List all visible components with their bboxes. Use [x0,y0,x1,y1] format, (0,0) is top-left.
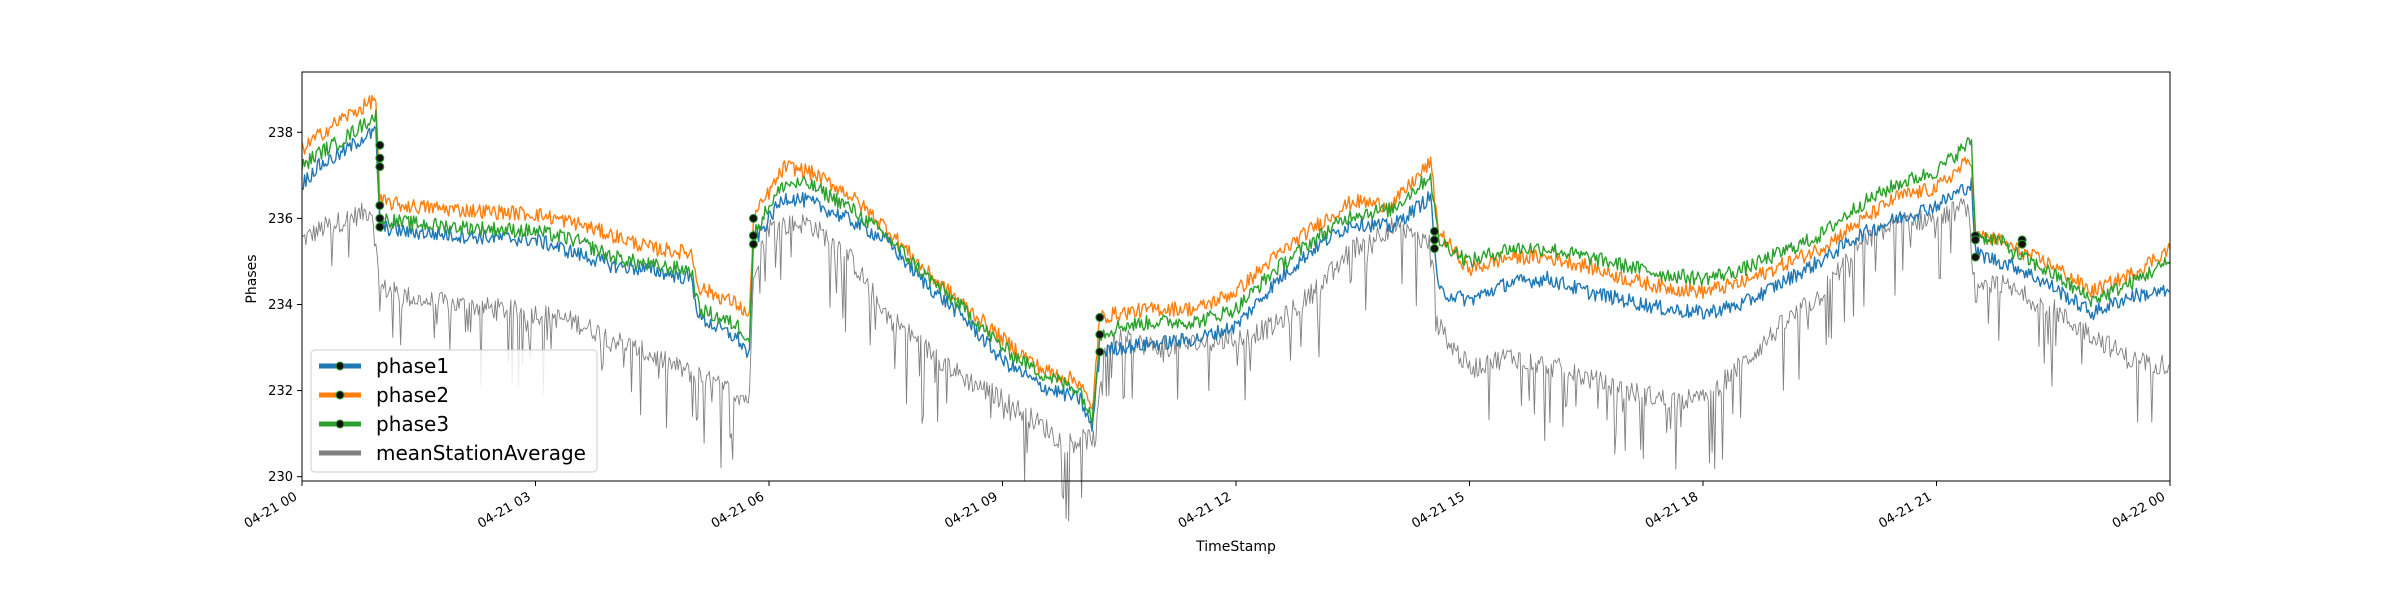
series-line-meanstationaverage [301,197,2171,522]
data-point-marker [375,213,385,223]
data-point-marker [375,140,385,150]
y-axis: 230 232 234 236 238 [268,126,302,485]
legend-label-phase2: phase2 [376,383,449,407]
legend-marker [335,361,345,371]
legend-label-phase1: phase1 [376,354,449,378]
data-point-marker [375,162,385,172]
y-tick-label: 232 [268,384,293,399]
y-tick-label: 234 [268,298,293,313]
legend-label-phase3: phase3 [376,412,449,436]
series-line-phase1 [301,125,2170,432]
legend-marker [335,390,345,400]
legend: phase1 phase2 phase3 meanStationAverage [310,349,598,473]
series-layer [301,94,2171,522]
data-point-marker [2017,239,2027,249]
y-axis-label: Phases [244,254,260,303]
data-point-marker [1095,330,1105,340]
series-line-phase2 [301,94,2171,410]
data-point-marker [375,200,385,210]
data-point-marker [375,222,385,232]
x-tick-label: 04-21 06 [709,489,767,531]
data-point-marker [1095,312,1105,322]
data-point-marker [748,231,758,241]
data-point-marker [748,213,758,223]
x-tick-label: 04-21 18 [1643,489,1701,531]
x-axis-label: TimeStamp [1195,539,1276,555]
x-tick-label: 04-21 09 [942,489,1000,531]
x-tick-label: 04-21 03 [475,489,533,531]
data-point-marker [1429,244,1439,254]
y-tick-label: 230 [268,470,293,485]
x-tick-label: 04-21 12 [1176,489,1234,531]
x-axis: 04-21 00 04-21 03 04-21 06 04-21 09 04-21 12… [242,481,2171,532]
data-point-marker [1429,226,1439,236]
data-point-marker [1970,235,1980,245]
data-point-marker [375,153,385,163]
legend-label-meanstationaverage: meanStationAverage [376,441,586,465]
x-tick-label: 04-21 15 [1409,489,1467,531]
data-point-marker [1429,235,1439,245]
y-tick-label: 238 [268,126,293,141]
x-tick-label: 04-21 00 [242,489,300,531]
series-line-phase3 [301,109,2171,425]
data-point-marker [1970,252,1980,262]
y-tick-label: 236 [268,212,293,227]
legend-marker [335,419,345,429]
data-point-marker [748,239,758,249]
legend-box [310,349,598,473]
marker-layer [375,140,2027,357]
plot-area [302,72,2170,481]
x-tick-label: 04-21 21 [1876,489,1934,531]
data-point-marker [1095,347,1105,357]
x-tick-label: 04-22 00 [2110,489,2168,531]
